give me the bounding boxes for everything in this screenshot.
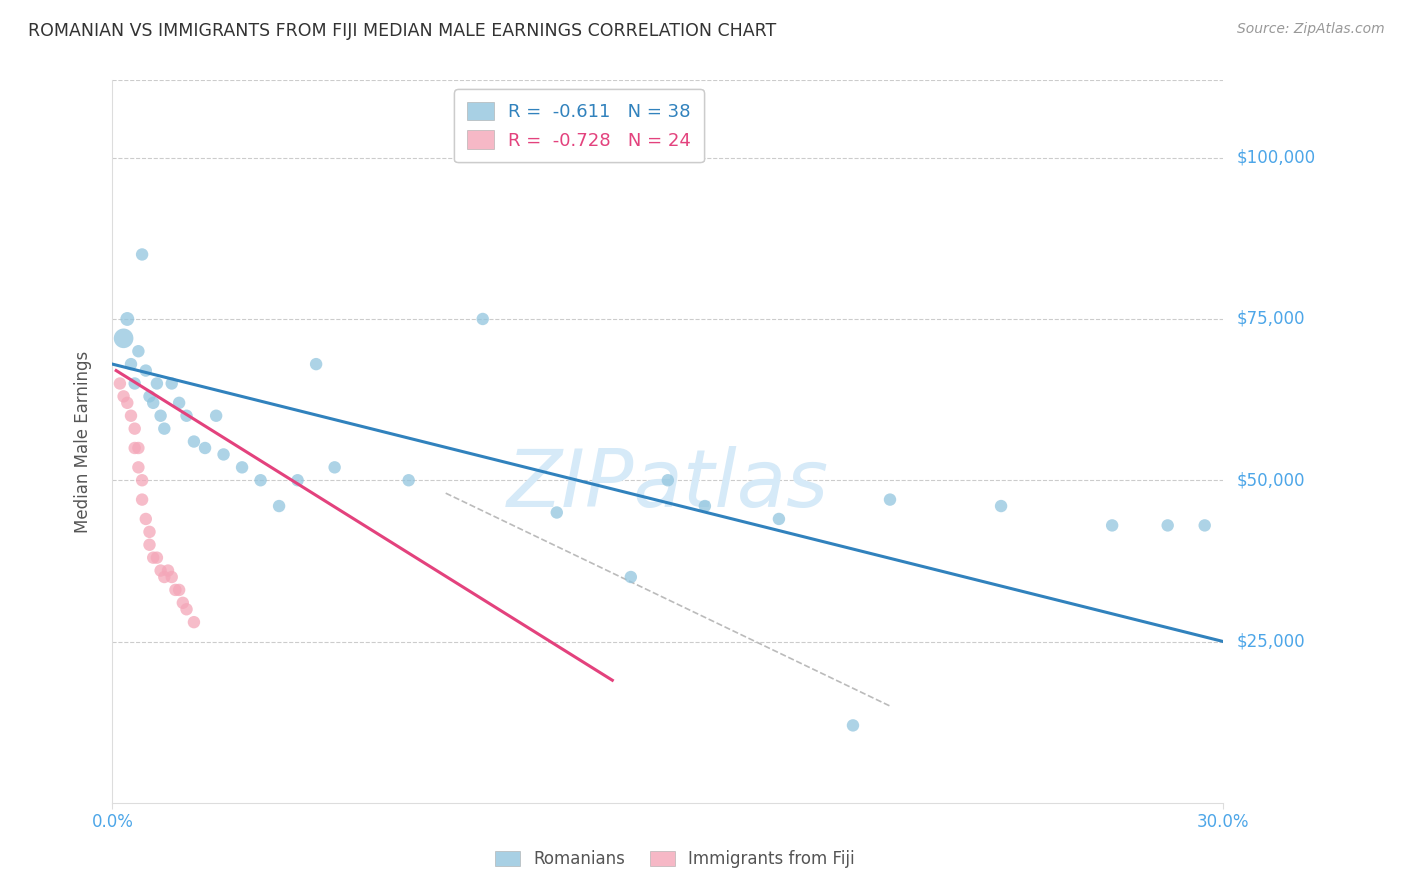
Legend: Romanians, Immigrants from Fiji: Romanians, Immigrants from Fiji <box>488 844 862 875</box>
Point <box>231 460 253 475</box>
Point <box>287 473 309 487</box>
Point <box>117 312 139 326</box>
Point <box>183 615 205 630</box>
Point <box>183 434 205 449</box>
Point <box>471 312 494 326</box>
Point <box>112 331 135 345</box>
Point <box>127 344 149 359</box>
Point <box>398 473 420 487</box>
Point <box>176 409 198 423</box>
Point <box>149 564 172 578</box>
Point <box>165 582 187 597</box>
Point <box>127 441 149 455</box>
Text: ROMANIAN VS IMMIGRANTS FROM FIJI MEDIAN MALE EARNINGS CORRELATION CHART: ROMANIAN VS IMMIGRANTS FROM FIJI MEDIAN … <box>28 22 776 40</box>
Text: $100,000: $100,000 <box>1237 149 1316 167</box>
Point <box>194 441 217 455</box>
Point <box>153 570 176 584</box>
Point <box>842 718 865 732</box>
Point <box>131 492 153 507</box>
Point <box>1101 518 1123 533</box>
Point <box>267 499 291 513</box>
Text: $75,000: $75,000 <box>1237 310 1306 328</box>
Point <box>205 409 228 423</box>
Point <box>1156 518 1178 533</box>
Point <box>768 512 790 526</box>
Point <box>131 247 153 261</box>
Point <box>138 524 160 539</box>
Y-axis label: Median Male Earnings: Median Male Earnings <box>73 351 91 533</box>
Point <box>157 564 180 578</box>
Point <box>693 499 716 513</box>
Point <box>135 363 157 377</box>
Text: $50,000: $50,000 <box>1237 471 1306 489</box>
Point <box>657 473 679 487</box>
Point <box>176 602 198 616</box>
Point <box>131 473 153 487</box>
Point <box>212 447 235 461</box>
Point <box>120 409 142 423</box>
Text: ZIPatlas: ZIPatlas <box>506 446 830 524</box>
Point <box>124 376 146 391</box>
Point <box>108 376 131 391</box>
Point <box>172 596 194 610</box>
Point <box>117 396 139 410</box>
Point <box>1194 518 1216 533</box>
Point <box>620 570 643 584</box>
Point <box>127 460 149 475</box>
Text: $25,000: $25,000 <box>1237 632 1306 650</box>
Point <box>160 570 183 584</box>
Point <box>167 582 190 597</box>
Point <box>146 550 169 565</box>
Point <box>135 512 157 526</box>
Point <box>160 376 183 391</box>
Point <box>142 550 165 565</box>
Point <box>124 441 146 455</box>
Point <box>120 357 142 371</box>
Point <box>990 499 1012 513</box>
Point <box>112 389 135 403</box>
Point <box>138 389 160 403</box>
Point <box>323 460 346 475</box>
Point <box>249 473 271 487</box>
Point <box>149 409 172 423</box>
Point <box>138 538 160 552</box>
Point <box>153 422 176 436</box>
Point <box>879 492 901 507</box>
Legend: R =  -0.611   N = 38, R =  -0.728   N = 24: R = -0.611 N = 38, R = -0.728 N = 24 <box>454 89 704 162</box>
Point <box>124 422 146 436</box>
Point <box>546 506 568 520</box>
Point <box>146 376 169 391</box>
Point <box>142 396 165 410</box>
Point <box>305 357 328 371</box>
Point <box>167 396 190 410</box>
Text: Source: ZipAtlas.com: Source: ZipAtlas.com <box>1237 22 1385 37</box>
